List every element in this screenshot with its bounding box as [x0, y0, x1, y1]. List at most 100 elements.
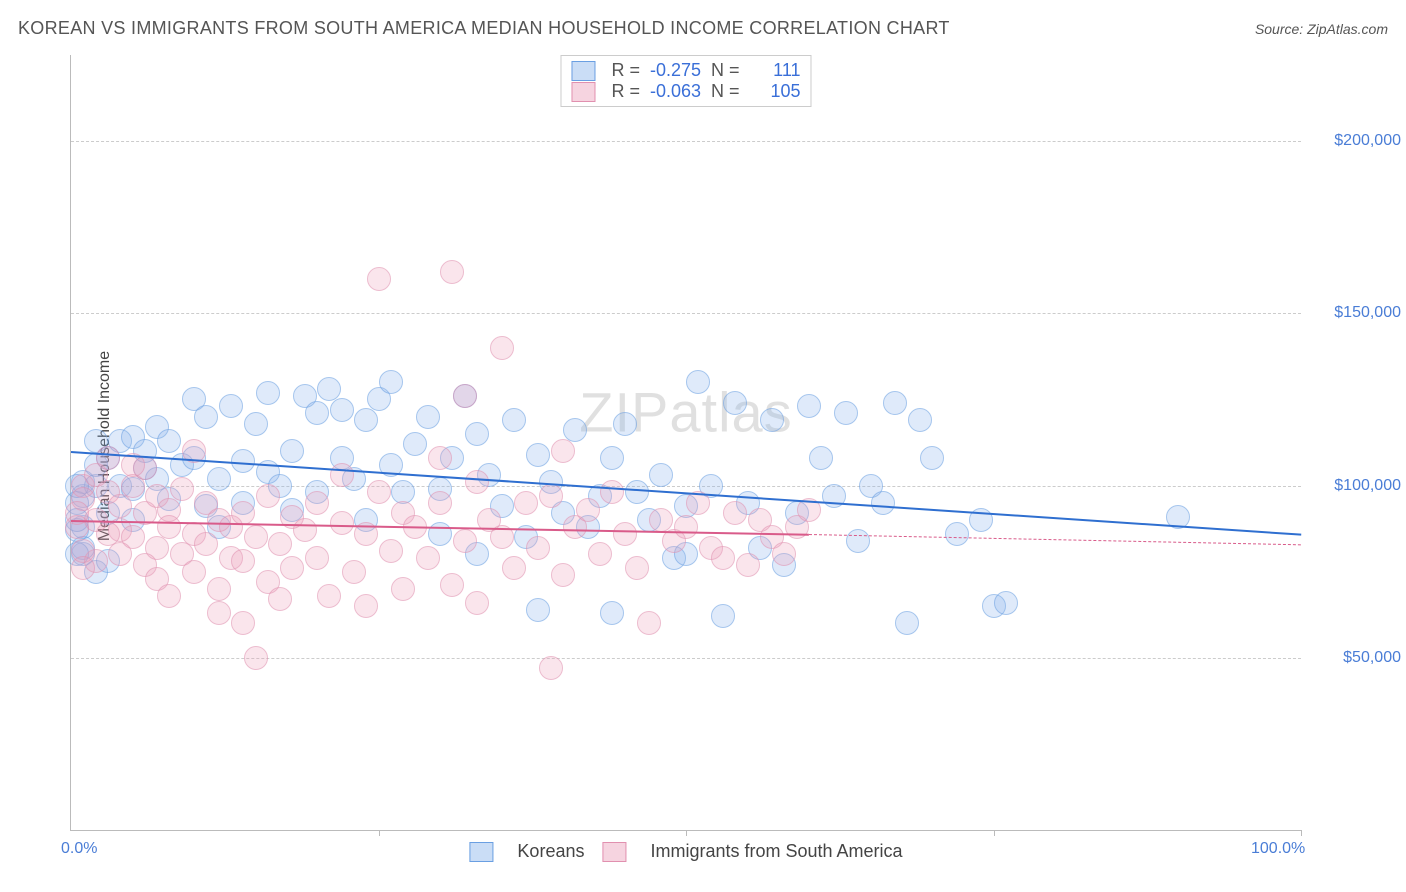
scatter-point	[526, 598, 550, 622]
stat-r-value-2: -0.063	[646, 81, 701, 102]
scatter-point	[354, 594, 378, 618]
scatter-point	[736, 553, 760, 577]
y-tick-label: $100,000	[1311, 477, 1401, 495]
scatter-point	[391, 577, 415, 601]
scatter-point	[883, 391, 907, 415]
x-tick	[686, 830, 687, 836]
scatter-point	[711, 604, 735, 628]
scatter-point	[809, 446, 833, 470]
scatter-point	[440, 573, 464, 597]
scatter-point	[428, 491, 452, 515]
scatter-point	[637, 611, 661, 635]
legend-label-1: Koreans	[517, 841, 584, 862]
scatter-point	[428, 522, 452, 546]
scatter-point	[268, 532, 292, 556]
source-name: ZipAtlas.com	[1307, 21, 1388, 37]
swatch-series-1	[571, 61, 595, 81]
x-tick	[379, 830, 380, 836]
scatter-point	[440, 260, 464, 284]
scatter-point	[551, 563, 575, 587]
scatter-point	[465, 470, 489, 494]
scatter-point	[895, 611, 919, 635]
scatter-point	[539, 484, 563, 508]
scatter-point	[514, 491, 538, 515]
scatter-point	[428, 446, 452, 470]
scatter-point	[613, 522, 637, 546]
scatter-point	[330, 398, 354, 422]
y-tick-label: $50,000	[1311, 649, 1401, 667]
scatter-point	[256, 381, 280, 405]
x-tick	[994, 830, 995, 836]
bottom-legend: Koreans Immigrants from South America	[469, 841, 902, 862]
scatter-point	[330, 463, 354, 487]
scatter-point	[231, 549, 255, 573]
scatter-point	[920, 446, 944, 470]
scatter-point	[305, 546, 329, 570]
scatter-point	[600, 446, 624, 470]
scatter-point	[760, 408, 784, 432]
stat-n-label: N =	[711, 60, 740, 81]
scatter-point	[453, 384, 477, 408]
scatter-point	[846, 529, 870, 553]
scatter-point	[711, 546, 735, 570]
swatch-series-2	[571, 82, 595, 102]
y-tick-label: $150,000	[1311, 304, 1401, 322]
scatter-point	[834, 401, 858, 425]
trend-line	[809, 534, 1301, 545]
scatter-point	[379, 539, 403, 563]
stat-n-value-2: 105	[746, 81, 801, 102]
scatter-point	[403, 432, 427, 456]
scatter-point	[157, 515, 181, 539]
source-prefix: Source:	[1255, 21, 1307, 37]
x-tick-label: 100.0%	[1251, 840, 1305, 858]
y-tick-label: $200,000	[1311, 132, 1401, 150]
x-tick	[1301, 830, 1302, 836]
scatter-point	[194, 532, 218, 556]
scatter-point	[367, 480, 391, 504]
scatter-point	[625, 480, 649, 504]
scatter-point	[256, 484, 280, 508]
scatter-point	[244, 412, 268, 436]
scatter-point	[65, 515, 89, 539]
scatter-point	[71, 556, 95, 580]
scatter-point	[502, 408, 526, 432]
scatter-point	[686, 370, 710, 394]
scatter-point	[600, 601, 624, 625]
scatter-point	[416, 546, 440, 570]
scatter-point	[342, 560, 366, 584]
scatter-point	[268, 587, 292, 611]
scatter-point	[465, 591, 489, 615]
scatter-point	[108, 542, 132, 566]
scatter-point	[280, 556, 304, 580]
plot-area: ZIPatlas R = -0.275 N = 111 R = -0.063 N…	[70, 55, 1301, 831]
scatter-point	[317, 584, 341, 608]
scatter-point	[330, 511, 354, 535]
scatter-point	[207, 577, 231, 601]
chart-container: KOREAN VS IMMIGRANTS FROM SOUTH AMERICA …	[0, 0, 1406, 892]
scatter-point	[96, 446, 120, 470]
scatter-point	[625, 556, 649, 580]
legend-swatch-2	[602, 842, 626, 862]
scatter-point	[157, 584, 181, 608]
legend-swatch-1	[469, 842, 493, 862]
chart-title: KOREAN VS IMMIGRANTS FROM SOUTH AMERICA …	[18, 18, 950, 39]
scatter-point	[182, 560, 206, 584]
scatter-point	[576, 498, 600, 522]
source-label: Source: ZipAtlas.com	[1255, 21, 1388, 37]
scatter-point	[108, 494, 132, 518]
stat-n-label-2: N =	[711, 81, 740, 102]
scatter-point	[674, 515, 698, 539]
scatter-point	[207, 467, 231, 491]
scatter-point	[170, 477, 194, 501]
scatter-point	[490, 336, 514, 360]
scatter-point	[551, 439, 575, 463]
scatter-point	[600, 480, 624, 504]
scatter-point	[244, 646, 268, 670]
scatter-point	[723, 391, 747, 415]
scatter-point	[367, 267, 391, 291]
scatter-point	[207, 601, 231, 625]
scatter-point	[994, 591, 1018, 615]
scatter-point	[231, 611, 255, 635]
scatter-point	[945, 522, 969, 546]
scatter-point	[379, 370, 403, 394]
